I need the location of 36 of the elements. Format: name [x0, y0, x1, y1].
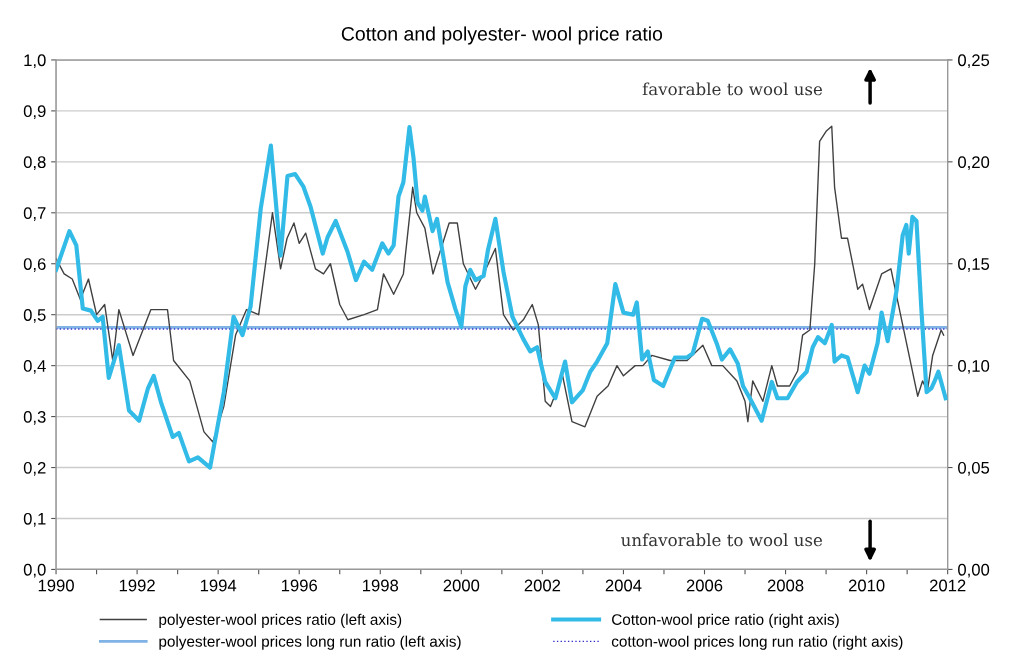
y-tick-label: 0,7	[23, 207, 46, 221]
y2-tick-label: 0,05	[958, 461, 990, 476]
x-tick-label: 1994	[200, 579, 237, 592]
y-tick-label: 1,0	[24, 54, 46, 69]
x-tick-label: 1998	[363, 579, 399, 592]
x-tick-label: 2006	[686, 579, 723, 592]
legend-label: polyester-wool prices ratio (left axis)	[159, 613, 402, 628]
x-tick-label: 2010	[848, 579, 885, 592]
y-tick-label: 0,2	[23, 461, 46, 476]
legend-label: polyester-wool prices long run ratio (left axis)	[159, 635, 461, 650]
x-tick-label: 2000	[443, 579, 480, 592]
y-tick-label: 0,8	[23, 156, 46, 171]
x-tick-label: 2004	[605, 579, 642, 592]
x-tick-label: 2002	[524, 579, 561, 592]
y-tick-label: 0,4	[23, 360, 46, 374]
y-tick-label: 0,0	[23, 563, 46, 578]
y2-tick-label: 0,15	[958, 258, 990, 272]
annotation: favorable to wool use	[642, 82, 823, 96]
x-tick-label: 1992	[119, 579, 155, 592]
legend-label: Cotton-wool price ratio (right axis)	[612, 613, 839, 628]
x-tick-label: 1996	[281, 579, 318, 592]
y2-tick-label: 0,25	[958, 54, 990, 69]
y2-tick-label: 0,00	[958, 563, 990, 578]
y-tick-label: 0,6	[23, 258, 46, 272]
y-tick-label: 0,9	[23, 105, 46, 120]
y-tick-label: 0,1	[23, 512, 46, 527]
y2-tick-label: 0,10	[958, 360, 990, 374]
y-tick-label: 0,3	[23, 410, 46, 425]
annotation: unfavorable to wool use	[621, 533, 823, 547]
y-tick-label: 0,5	[23, 309, 46, 323]
chart-title: Cotton and polyester- wool price ratio	[341, 26, 663, 45]
legend-label: cotton-wool prices long run ratio (right axis)	[611, 635, 903, 650]
y2-tick-label: 0,20	[958, 156, 990, 171]
x-tick-label: 2008	[767, 579, 804, 592]
x-tick-label: 1990	[38, 579, 74, 592]
x-tick-label: 2012	[929, 579, 966, 592]
